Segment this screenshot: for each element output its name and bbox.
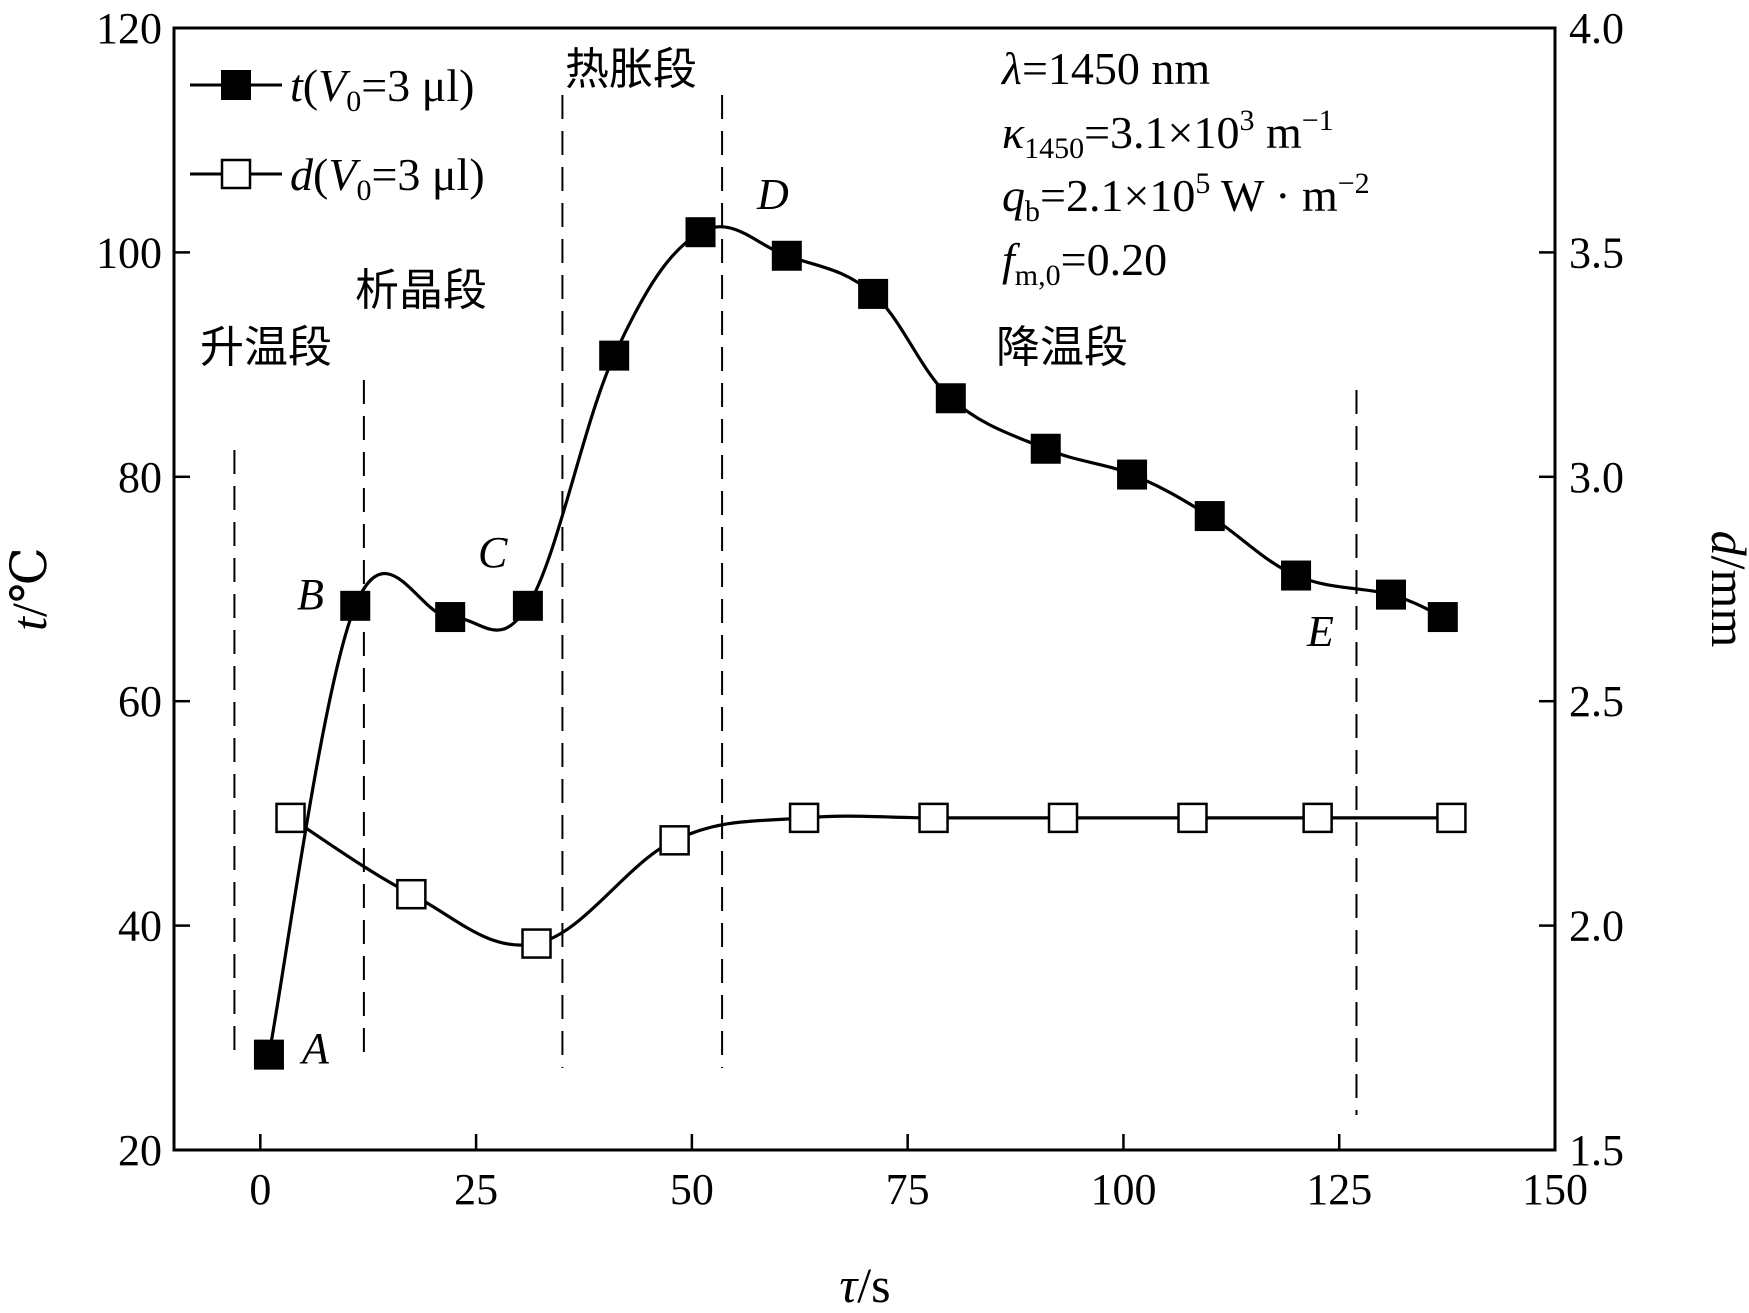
data-point-d xyxy=(1302,802,1333,834)
legend: t(V0=3 μl) d(V0=3 μl) xyxy=(190,60,485,207)
data-point-t xyxy=(1376,579,1407,610)
data-point-d xyxy=(1436,802,1467,834)
data-point-t xyxy=(599,340,630,371)
data-point-t xyxy=(1281,560,1312,591)
param-fm0: fm,0=0.20 xyxy=(1002,234,1167,292)
y-left-tick-label: 120 xyxy=(96,4,162,53)
plot-frame xyxy=(172,26,1557,1152)
parameters-block: λ=1450 nm κ1450=3.1×103 m−1 qb=2.1×105 W… xyxy=(1000,43,1370,292)
data-point-t xyxy=(685,217,716,248)
data-point-d xyxy=(659,825,690,856)
y-left-tick-label: 60 xyxy=(118,677,162,726)
y-right-tick-label: 2.0 xyxy=(1569,902,1624,951)
legend-item-d: d(V0=3 μl) xyxy=(190,149,485,207)
x-tick-label: 100 xyxy=(1090,1165,1156,1214)
data-point-d xyxy=(396,878,427,910)
y-right-tick-label: 2.5 xyxy=(1569,677,1624,726)
point-label-b: B xyxy=(297,570,324,619)
stage-label-cooling: 降温段 xyxy=(996,322,1128,373)
x-axis-title: τ/s xyxy=(839,1257,890,1313)
data-point-t xyxy=(340,590,371,621)
param-lambda: λ=1450 nm xyxy=(1000,43,1210,94)
x-tick-label: 125 xyxy=(1306,1165,1372,1214)
param-kappa: κ1450=3.1×103 m−1 xyxy=(1002,104,1334,165)
data-point-d xyxy=(1047,802,1079,834)
data-point-t xyxy=(1427,602,1458,633)
param-qb: qb=2.1×105 W · m−2 xyxy=(1002,167,1370,228)
legend-marker-filled-square xyxy=(221,70,251,100)
data-point-t xyxy=(858,278,889,309)
data-point-d xyxy=(521,928,552,959)
x-tick-label: 25 xyxy=(454,1165,498,1214)
data-point-d xyxy=(918,802,949,834)
series-line-d xyxy=(289,814,1452,947)
stage-label-expansion: 热胀段 xyxy=(565,44,697,95)
point-label-c: C xyxy=(478,528,508,577)
data-point-d xyxy=(1177,802,1208,834)
y-right-axis-title: d/mm xyxy=(1701,531,1749,648)
point-label-d: D xyxy=(756,170,789,219)
data-point-t xyxy=(1194,501,1225,532)
y-right-tick-label: 3.5 xyxy=(1569,228,1624,277)
data-point-t xyxy=(435,602,466,633)
legend-item-t: t(V0=3 μl) xyxy=(190,60,474,118)
point-label-e: E xyxy=(1306,607,1334,656)
point-label-a: A xyxy=(299,1024,330,1073)
y-left-tick-label: 100 xyxy=(96,228,162,277)
data-point-t xyxy=(771,240,802,271)
x-tick-label: 50 xyxy=(670,1165,714,1214)
legend-marker-open-square xyxy=(220,158,252,190)
series-curves xyxy=(267,225,1452,1055)
data-point-t xyxy=(1117,459,1148,490)
data-point-t xyxy=(512,590,543,621)
series-markers xyxy=(253,217,1467,1070)
y-left-tick-label: 80 xyxy=(118,453,162,502)
y-right-tick-label: 3.0 xyxy=(1569,453,1624,502)
x-tick-label: 0 xyxy=(249,1165,271,1214)
y-left-tick-label: 40 xyxy=(118,902,162,951)
data-point-d xyxy=(788,802,820,834)
legend-label-t: t(V0=3 μl) xyxy=(290,60,474,118)
stage-dividers xyxy=(233,95,1358,1115)
data-point-t xyxy=(253,1039,284,1070)
axis-ticks: 0 25 50 75 100 125 150 20 40 60 80 100 120 1.5 2.0 2.5 3… xyxy=(96,4,1624,1214)
data-point-t xyxy=(935,383,966,414)
data-point-d xyxy=(275,802,306,834)
stage-label-heating: 升温段 xyxy=(200,322,332,373)
y-right-tick-label: 4.0 xyxy=(1569,4,1624,53)
x-tick-label: 150 xyxy=(1522,1165,1588,1214)
y-left-tick-label: 20 xyxy=(118,1126,162,1175)
y-right-tick-label: 1.5 xyxy=(1569,1126,1624,1175)
stage-label-crystallization: 析晶段 xyxy=(355,265,487,316)
legend-label-d: d(V0=3 μl) xyxy=(290,149,485,207)
x-tick-label: 75 xyxy=(886,1165,930,1214)
data-point-t xyxy=(1030,433,1061,464)
y-left-axis-title: t/℃ xyxy=(1,547,57,631)
series-line-t xyxy=(267,225,1444,1055)
